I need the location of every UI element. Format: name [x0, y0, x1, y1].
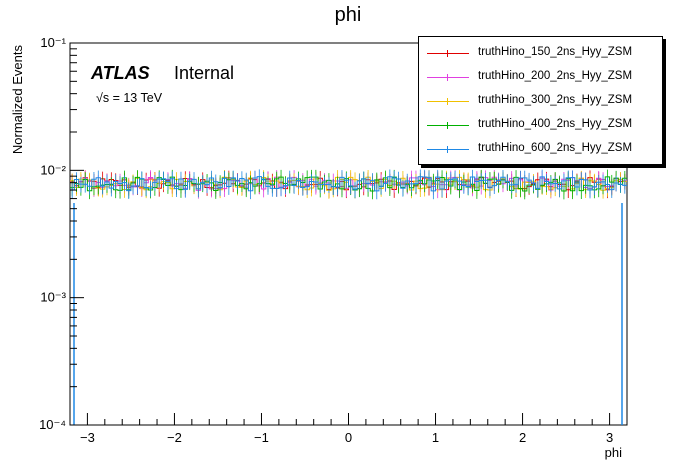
internal-label: Internal — [174, 63, 235, 83]
x-tick-label: −3 — [80, 430, 95, 445]
legend: truthHino_150_2ns_Hyy_ZSM truthHino_200_… — [418, 36, 663, 165]
x-tick-label: 0 — [345, 430, 352, 445]
legend-entry: truthHino_150_2ns_Hyy_ZSM — [419, 42, 662, 64]
x-tick-label: 1 — [432, 430, 439, 445]
x-tick-label: −2 — [167, 430, 182, 445]
legend-label: truthHino_200_2ns_Hyy_ZSM — [478, 70, 633, 82]
y-tick-label: 10⁻² — [40, 162, 66, 177]
legend-swatch — [427, 122, 469, 129]
y-axis-label: Normalized Events — [10, 45, 25, 155]
legend-entry: truthHino_300_2ns_Hyy_ZSM — [419, 90, 662, 112]
legend-entry: truthHino_400_2ns_Hyy_ZSM — [419, 114, 662, 136]
legend-label: truthHino_600_2ns_Hyy_ZSM — [478, 142, 633, 154]
legend-label: truthHino_300_2ns_Hyy_ZSM — [478, 94, 633, 106]
legend-entry: truthHino_200_2ns_Hyy_ZSM — [419, 66, 662, 88]
y-tick-label: 10⁻³ — [40, 290, 66, 305]
legend-swatch — [427, 74, 469, 81]
x-tick-label: 2 — [519, 430, 526, 445]
legend-label: truthHino_400_2ns_Hyy_ZSM — [478, 118, 633, 130]
legend-swatch — [427, 146, 469, 153]
x-tick-label: 3 — [606, 430, 613, 445]
x-axis-label: phi — [605, 445, 622, 460]
series-truthHino_600_2ns_Hyy_ZSM — [70, 169, 627, 200]
y-tick-label: 10⁻⁴ — [39, 417, 66, 432]
legend-label: truthHino_150_2ns_Hyy_ZSM — [478, 46, 633, 58]
energy-label: √s = 13 TeV — [96, 91, 163, 105]
x-tick-label: −1 — [254, 430, 269, 445]
legend-swatch — [427, 98, 469, 105]
atlas-label: ATLAS — [91, 63, 150, 83]
y-tick-label: 10⁻¹ — [40, 35, 66, 50]
histogram-line — [70, 176, 627, 192]
chart-title: phi — [334, 4, 362, 26]
legend-entry: truthHino_600_2ns_Hyy_ZSM — [419, 138, 662, 160]
data-series — [70, 169, 627, 425]
legend-swatch — [427, 50, 469, 57]
